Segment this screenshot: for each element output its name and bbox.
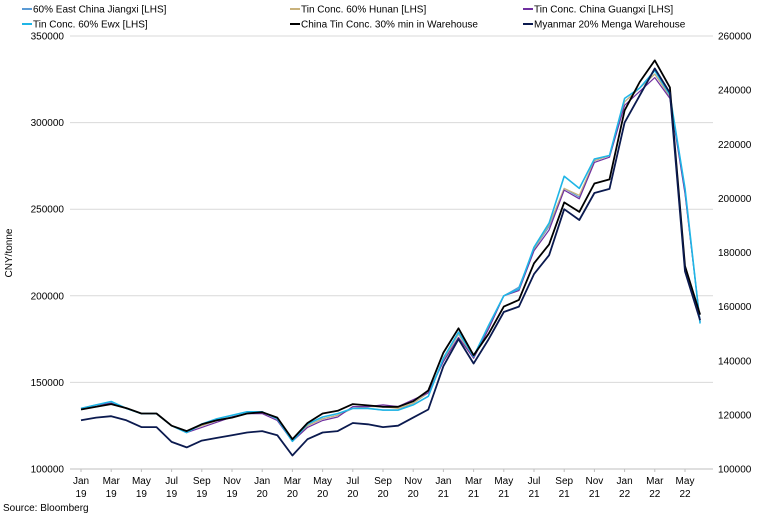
- x-tick-month: Mar: [465, 476, 483, 487]
- grid-lines: [70, 35, 713, 470]
- x-tick-month: May: [494, 476, 513, 487]
- series-line-2: [80, 73, 701, 442]
- right-tick-label: 200000: [718, 194, 752, 205]
- legend-label: Tin Conc. 60% Hunan [LHS]: [301, 5, 426, 16]
- x-tick-month: Jan: [617, 476, 633, 487]
- x-tick-year: 19: [106, 489, 118, 500]
- series-line-6: [80, 67, 701, 457]
- x-tick-year: 19: [196, 489, 208, 500]
- x-tick-month: Nov: [586, 476, 604, 487]
- x-tick-year: 19: [136, 489, 148, 500]
- x-tick-year: 21: [468, 489, 480, 500]
- x-tick-year: 19: [166, 489, 178, 500]
- right-tick-label: 240000: [718, 86, 752, 97]
- x-tick-month: Sep: [555, 476, 573, 487]
- x-tick-year: 21: [438, 489, 450, 500]
- x-tick-month: May: [313, 476, 332, 487]
- x-tick-month: Sep: [193, 476, 211, 487]
- x-tick-month: Jul: [165, 476, 178, 487]
- x-tick-year: 20: [347, 489, 359, 500]
- x-tick-month: Jan: [254, 476, 270, 487]
- x-tick-month: Mar: [284, 476, 302, 487]
- x-tick-month: May: [132, 476, 151, 487]
- left-tick-label: 100000: [31, 465, 65, 476]
- right-tick-label: 180000: [718, 248, 752, 259]
- series-line-4: [80, 69, 701, 443]
- left-tick-label: 300000: [31, 118, 65, 129]
- x-tick-year: 21: [498, 489, 510, 500]
- x-tick-year: 19: [75, 489, 87, 500]
- legend-label: Tin Conc. China Guangxi [LHS]: [534, 5, 673, 16]
- x-tick-year: 21: [559, 489, 571, 500]
- x-tick-month: Mar: [646, 476, 664, 487]
- left-tick-label: 200000: [31, 291, 65, 302]
- right-tick-label: 120000: [718, 410, 752, 421]
- right-tick-label: 100000: [718, 465, 752, 476]
- x-tick-year: 22: [649, 489, 661, 500]
- x-tick-month: Jan: [435, 476, 451, 487]
- x-tick-year: 22: [679, 489, 691, 500]
- right-tick-label: 160000: [718, 302, 752, 313]
- series-lines: [80, 59, 701, 457]
- left-tick-label: 150000: [31, 378, 65, 389]
- right-tick-label: 220000: [718, 140, 752, 151]
- source-note: Source: Bloomberg: [3, 503, 89, 514]
- x-tick-year: 19: [226, 489, 238, 500]
- legend-label: Tin Conc. 60% Ewx [LHS]: [33, 20, 148, 31]
- legend-label: 60% East China Jiangxi [LHS]: [33, 5, 167, 16]
- x-tick-year: 21: [528, 489, 540, 500]
- x-tick-year: 20: [257, 489, 269, 500]
- left-tick-label: 350000: [31, 32, 65, 43]
- axes: 100000 150000 200000 250000 300000 350000 1000…: [31, 32, 752, 501]
- series-line-3: [80, 76, 701, 442]
- x-tick-year: 20: [317, 489, 329, 500]
- x-tick-year: 20: [377, 489, 389, 500]
- x-tick-month: Jul: [346, 476, 359, 487]
- x-tick-year: 22: [619, 489, 631, 500]
- x-tick-year: 20: [287, 489, 299, 500]
- x-tick-month: Mar: [103, 476, 121, 487]
- series-line-5: [80, 59, 701, 441]
- x-tick-month: Nov: [223, 476, 241, 487]
- right-tick-label: 140000: [718, 356, 752, 367]
- x-tick-month: Nov: [404, 476, 422, 487]
- legend-label: Myanmar 20% Menga Warehouse: [534, 20, 686, 31]
- x-tick-month: Sep: [374, 476, 392, 487]
- legend-label: China Tin Conc. 30% min in Warehouse: [301, 20, 478, 31]
- x-tick-year: 21: [589, 489, 601, 500]
- y-axis-label: CNY/tonne: [4, 228, 15, 277]
- legend: 60% East China Jiangxi [LHS] Tin Conc. 60…: [22, 5, 686, 31]
- series-line-1: [80, 73, 701, 442]
- x-tick-year: 20: [408, 489, 420, 500]
- right-tick-label: 260000: [718, 32, 752, 43]
- x-tick-month: Jul: [528, 476, 541, 487]
- left-tick-label: 250000: [31, 205, 65, 216]
- x-tick-month: May: [676, 476, 695, 487]
- x-tick-month: Jan: [73, 476, 89, 487]
